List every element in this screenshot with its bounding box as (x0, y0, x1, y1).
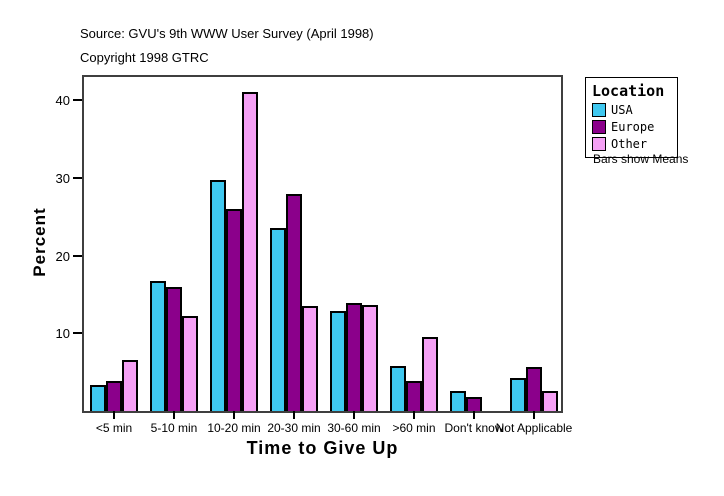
x-axis-tick (233, 411, 235, 419)
legend-title: Location (592, 82, 665, 100)
legend-item-usa: USA (592, 103, 672, 117)
y-axis-tick (73, 255, 82, 257)
y-tick-label: 40 (55, 93, 70, 108)
x-axis-tick (173, 411, 175, 419)
bar-usa-4 (330, 311, 346, 411)
legend-item-label: USA (611, 103, 633, 117)
x-axis-tick (293, 411, 295, 419)
x-category-label: 30-60 min (327, 421, 381, 435)
bar-usa-3 (270, 228, 286, 411)
x-axis-title: Time to Give Up (246, 438, 399, 458)
legend-item-europe: Europe (592, 120, 672, 134)
y-axis-tick (73, 177, 82, 179)
bar-europe-4 (346, 303, 362, 411)
bar-europe-3 (286, 194, 302, 411)
bar-europe-6 (466, 397, 482, 411)
x-axis-tick (533, 411, 535, 419)
copyright-caption: Copyright 1998 GTRC (80, 50, 209, 65)
bar-europe-0 (106, 381, 122, 411)
legend-swatch-icon (592, 120, 606, 134)
x-category-label: 10-20 min (207, 421, 261, 435)
source-caption: Source: GVU's 9th WWW User Survey (April… (80, 26, 374, 41)
bar-europe-7 (526, 367, 542, 411)
bar-europe-5 (406, 381, 422, 411)
x-category-label: >60 min (392, 421, 436, 435)
bar-other-7 (542, 391, 558, 411)
x-category-label: 20-30 min (267, 421, 321, 435)
y-tick-label: 10 (55, 326, 70, 341)
plot-area: <5 min 5-10 min 10-20 min 20-30 min 30-60 mi… (56, 75, 572, 435)
bar-usa-2 (210, 180, 226, 411)
legend-items: USA Europe Other (592, 103, 672, 151)
x-axis-tick (113, 411, 115, 419)
legend-box: Location USA Europe Other (585, 77, 678, 158)
legend-item-other: Other (592, 137, 672, 151)
bar-other-3 (302, 306, 318, 411)
legend-note: Bars show Means (593, 152, 689, 166)
bar-usa-7 (510, 378, 526, 411)
bar-usa-1 (150, 281, 166, 411)
bar-other-0 (122, 360, 138, 411)
x-axis-tick (353, 411, 355, 419)
bar-other-1 (182, 316, 198, 411)
y-tick-label: 30 (55, 171, 70, 186)
y-axis-tick (73, 99, 82, 101)
bar-usa-6 (450, 391, 466, 411)
y-axis-title: Percent (30, 207, 49, 277)
legend-item-label: Europe (611, 120, 655, 134)
bar-other-4 (362, 305, 378, 411)
x-category-label: Not Applicable (495, 421, 573, 435)
x-category-label: <5 min (95, 421, 133, 435)
x-category-label: 5-10 min (150, 421, 198, 435)
x-axis-tick (473, 411, 475, 419)
legend-swatch-icon (592, 103, 606, 117)
x-axis-tick (413, 411, 415, 419)
legend-item-label: Other (611, 137, 648, 151)
legend-swatch-icon (592, 137, 606, 151)
bar-other-5 (422, 337, 438, 411)
bar-usa-0 (90, 385, 106, 411)
y-tick-label: 20 (55, 249, 70, 264)
y-axis-tick (73, 332, 82, 334)
bar-usa-5 (390, 366, 406, 411)
bar-other-2 (242, 92, 258, 411)
bar-europe-1 (166, 287, 182, 411)
bar-europe-2 (226, 209, 242, 411)
x-category-label: Don't know (444, 421, 504, 435)
